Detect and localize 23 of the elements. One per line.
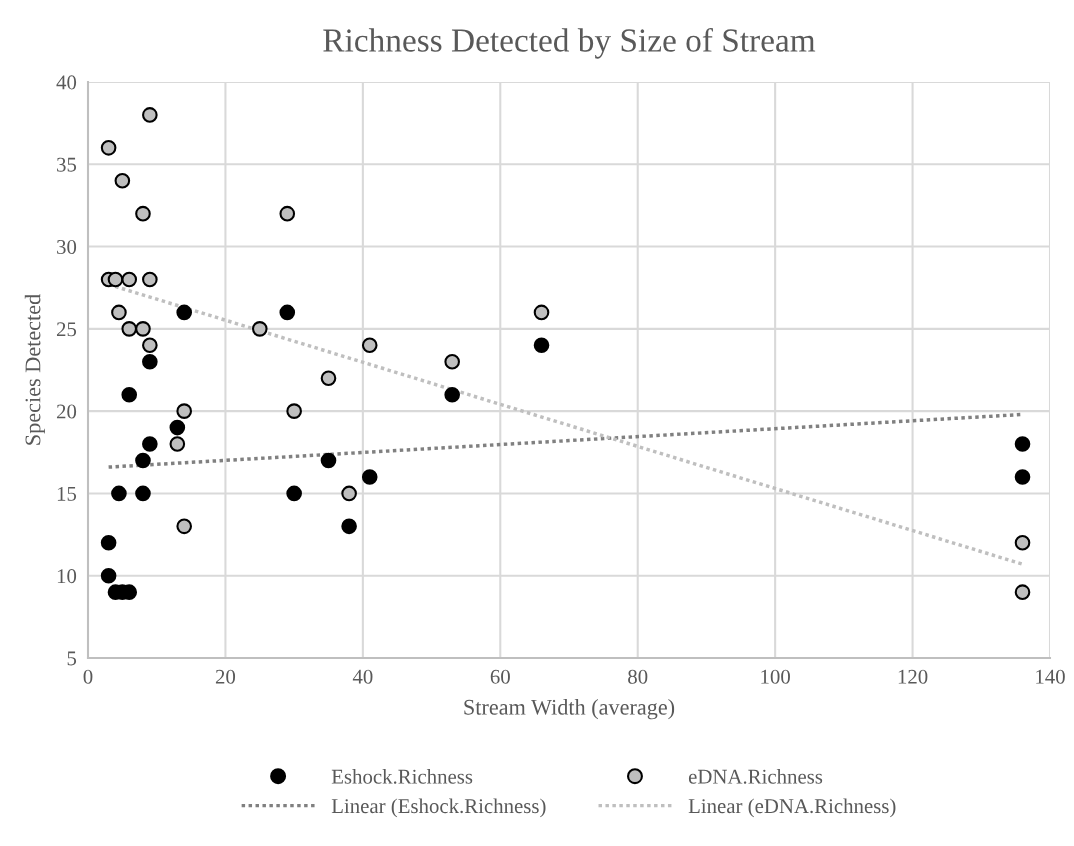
legend-label: Linear (Eshock.Richness) — [331, 798, 546, 818]
x-tick-label: 60 — [490, 669, 510, 684]
y-tick-label: 35 — [57, 157, 77, 172]
x-tick-label: 0 — [83, 669, 93, 684]
y-tick-label: 40 — [56, 75, 77, 90]
legend-label: eDNA.Richness — [688, 769, 823, 784]
x-tick-label: 140 — [1036, 669, 1065, 684]
x-tick-label: 80 — [628, 669, 648, 684]
x-tick-label: 100 — [761, 669, 790, 684]
x-tick-label: 20 — [215, 669, 236, 684]
x-axis-title: Stream Width (average) — [464, 699, 675, 720]
y-tick-label: 5 — [67, 651, 77, 666]
x-tick-label: 40 — [352, 669, 373, 684]
y-axis-title: Species Detected — [24, 294, 45, 445]
chart-title: Richness Detected by Size of Stream — [323, 27, 816, 59]
y-tick-label: 30 — [57, 239, 77, 254]
legend-label: Linear (eDNA.Richness) — [688, 798, 896, 818]
y-tick-label: 25 — [56, 322, 77, 337]
legend-label: Eshock.Richness — [331, 769, 473, 784]
y-tick-label: 20 — [56, 404, 77, 419]
y-tick-label: 15 — [57, 486, 77, 501]
y-tick-label: 10 — [57, 569, 77, 584]
x-tick-label: 120 — [898, 669, 928, 684]
